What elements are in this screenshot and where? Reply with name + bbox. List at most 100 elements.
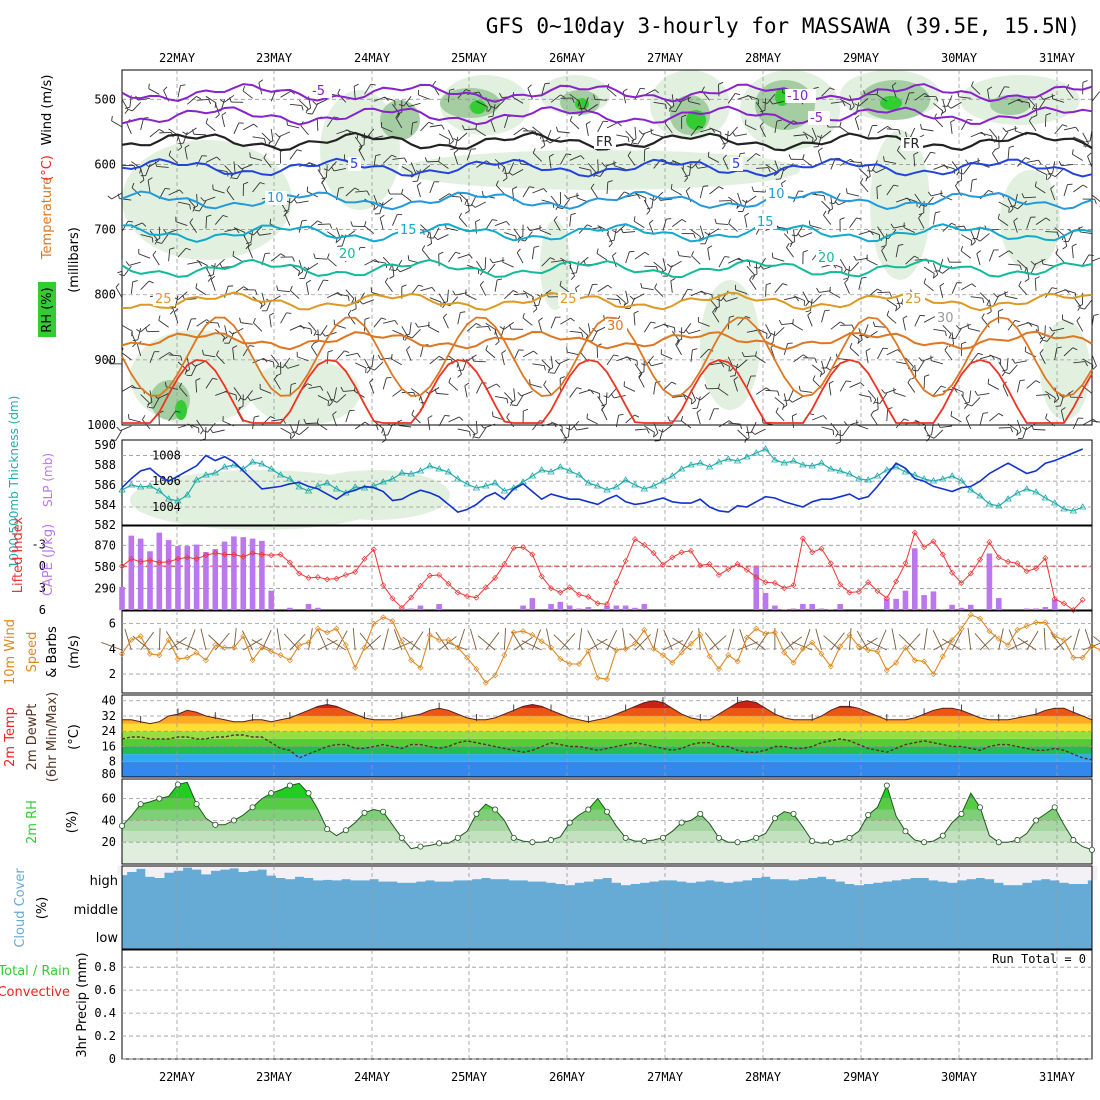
high-cloud-gap xyxy=(397,866,407,883)
wind-barb xyxy=(280,427,292,435)
wind-barb xyxy=(369,382,375,394)
cape-bar xyxy=(203,552,209,610)
wind-barb-flag xyxy=(608,243,613,248)
wind-barb-flag xyxy=(232,177,238,180)
thickness-point xyxy=(593,482,602,489)
wind-barb xyxy=(454,136,459,149)
wind-barb xyxy=(641,287,654,291)
high-cloud-gap xyxy=(387,866,398,882)
thickness-point xyxy=(659,477,667,484)
wind-barb-flag xyxy=(401,284,407,288)
wind-barb xyxy=(718,420,730,428)
wind-barb-flag xyxy=(124,109,129,114)
wind-barb-flag xyxy=(822,415,828,420)
wind-barb-flag xyxy=(351,308,357,312)
rh-point xyxy=(230,817,237,824)
thickness-point xyxy=(752,449,760,456)
cape-bar xyxy=(557,601,564,610)
rh-patch-dark xyxy=(440,88,500,118)
wind-barb-flag xyxy=(971,81,974,87)
wind10m-barb xyxy=(588,638,608,651)
wind-barb-flag xyxy=(632,142,639,145)
lifted-point xyxy=(818,545,825,552)
wind-barb-flag xyxy=(1093,313,1099,316)
wind-barb xyxy=(381,126,393,133)
x-tick-top: 28MAY xyxy=(745,51,782,65)
wind10m-barb xyxy=(200,628,207,651)
slp-tick: 1008 xyxy=(152,448,181,462)
thickness-point xyxy=(575,471,583,478)
wind-barb xyxy=(821,310,826,323)
high-cloud-gap xyxy=(294,866,305,877)
wind-barb xyxy=(337,93,347,103)
high-cloud-gap xyxy=(257,866,268,870)
wind-barb-flag xyxy=(222,214,228,218)
lifted-point xyxy=(1042,555,1049,562)
lifted-point xyxy=(790,582,797,589)
wind-barb xyxy=(473,360,486,363)
wind-barb xyxy=(501,353,505,365)
wind-barb-flag xyxy=(782,283,788,286)
wind-barb xyxy=(772,100,785,105)
cape-bar xyxy=(287,607,293,610)
lifted-point xyxy=(1051,596,1058,603)
wind-barb-flag xyxy=(633,216,636,222)
wind-barb xyxy=(726,297,738,302)
wind-barb xyxy=(289,325,302,331)
wind-barb xyxy=(998,86,1005,98)
contour-label: -5 xyxy=(312,84,325,99)
wind-barb-flag xyxy=(317,220,323,224)
wind-speed-point xyxy=(678,649,685,656)
wind-barb-flag xyxy=(219,262,223,268)
wind-barb xyxy=(839,380,847,392)
wind-barb xyxy=(550,421,563,427)
wind-speed-point xyxy=(501,652,508,659)
wind-barb-flag xyxy=(212,377,218,380)
wind-barb-flag xyxy=(1028,102,1031,108)
wind-barb xyxy=(709,186,720,195)
wind-barb-flag xyxy=(761,417,764,424)
wind-barb-flag xyxy=(177,146,182,151)
wind-barb-flag xyxy=(366,190,370,196)
thickness-point xyxy=(696,459,704,466)
wind-barb-flag xyxy=(590,170,592,176)
lifted-point xyxy=(902,560,909,567)
wind10m-barb xyxy=(849,628,852,651)
wind-barb xyxy=(672,395,685,398)
wind10m-barb xyxy=(168,637,187,651)
wind-barb-flag xyxy=(870,410,875,416)
wind-barb-flag xyxy=(464,199,468,205)
wind-barb xyxy=(849,161,862,164)
wind-speed-point xyxy=(408,657,415,664)
wind-barb xyxy=(939,285,944,298)
pressure-tick: 600 xyxy=(94,157,116,171)
wind-barb xyxy=(136,344,142,356)
wind-speed-point xyxy=(520,628,527,635)
high-cloud-gap xyxy=(966,866,976,880)
wind-barb-flag xyxy=(379,214,385,219)
temp-line xyxy=(122,700,1093,725)
wind-barb-flag xyxy=(490,105,496,109)
wind-barb xyxy=(979,292,990,302)
wind10m-barb xyxy=(402,636,421,651)
wind-barb xyxy=(140,280,150,291)
wind-speed-point xyxy=(902,644,909,651)
wind-barb-flag xyxy=(156,241,162,244)
wind-barb-flag xyxy=(523,127,528,131)
wind-barb-flag xyxy=(596,248,599,254)
wind-barb xyxy=(569,387,578,398)
wind-barb xyxy=(569,264,575,277)
wind-barb xyxy=(765,284,767,297)
x-tick-bottom: 30MAY xyxy=(941,1070,978,1084)
wind-barb-flag xyxy=(1039,349,1044,354)
wind-barb-flag xyxy=(1047,394,1051,400)
wind10m-barb xyxy=(243,638,263,651)
lifted-point xyxy=(622,558,629,565)
lifted-point xyxy=(725,566,732,573)
wind-barb xyxy=(970,131,982,138)
wind-barb xyxy=(382,197,393,206)
wind-barb-flag xyxy=(506,412,510,418)
wind-barb-flag xyxy=(338,186,344,189)
lifted-point xyxy=(482,584,489,591)
wind-barb xyxy=(140,234,153,238)
